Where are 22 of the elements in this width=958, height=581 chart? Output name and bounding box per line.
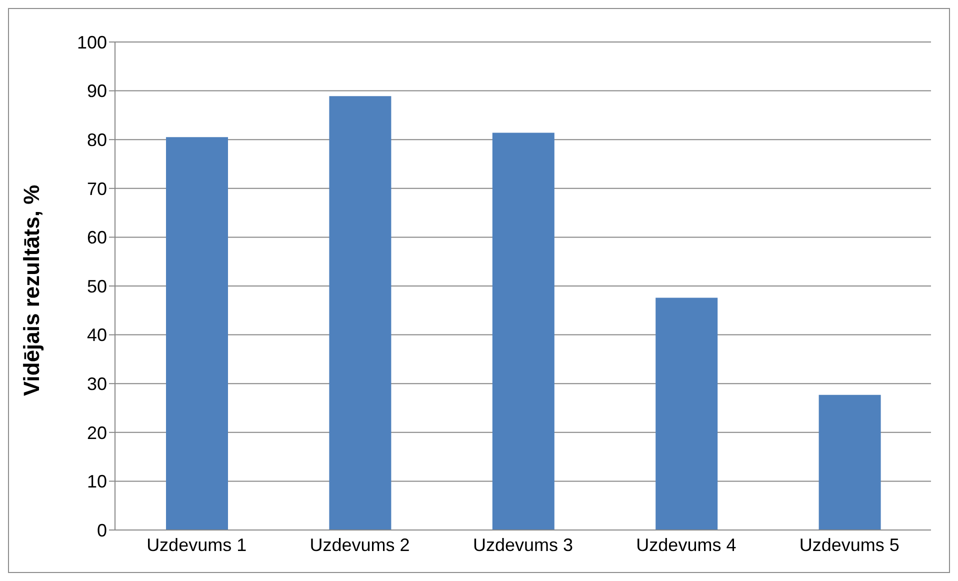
bar [656, 298, 718, 530]
y-tick-label: 50 [86, 276, 107, 296]
y-tick-label: 40 [86, 325, 107, 346]
bar [492, 132, 554, 530]
y-tick-label: 70 [86, 178, 107, 199]
y-tick-label: 60 [86, 228, 107, 248]
bar [329, 96, 392, 530]
x-tick-label: Uzdevums 5 [799, 534, 900, 555]
y-tick-label: 80 [86, 130, 107, 150]
y-tick-label: 30 [86, 374, 107, 394]
y-tick-label: 20 [86, 422, 107, 443]
x-tick-label: Uzdevums 3 [472, 534, 574, 555]
y-tick-label: 100 [76, 32, 107, 52]
bar [166, 137, 228, 530]
x-tick-label: Uzdevums 2 [310, 534, 410, 555]
x-tick-label: Uzdevums 4 [636, 534, 736, 555]
y-tick-label: 10 [86, 472, 107, 492]
bar [818, 394, 881, 530]
y-tick-label: 90 [86, 81, 107, 102]
y-axis-title: Vidējais rezultāts, % [18, 184, 44, 396]
x-tick-label: Uzdevums 1 [146, 534, 247, 555]
y-tick-label: 0 [96, 520, 107, 540]
